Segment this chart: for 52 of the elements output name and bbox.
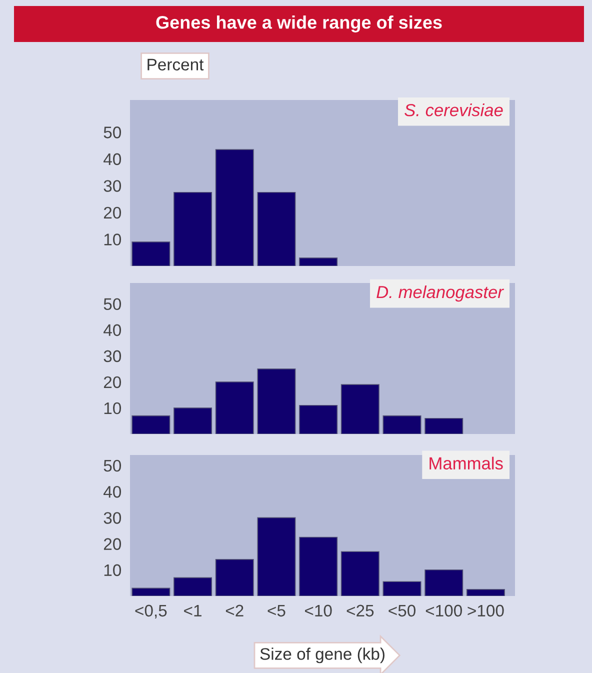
y-axis-title: Percent <box>148 58 204 70</box>
y-tick-label: 10 <box>104 234 122 246</box>
bar <box>299 536 338 596</box>
bar <box>215 559 254 596</box>
bar <box>132 415 170 434</box>
bar <box>299 404 338 434</box>
bar <box>174 192 212 266</box>
bar <box>132 588 170 596</box>
x-tick-label: <50 <box>388 604 416 617</box>
y-tick-label: 20 <box>104 206 122 219</box>
y-tick-label: 30 <box>104 180 122 192</box>
y-tick-label: 20 <box>104 376 122 388</box>
chart-subtitle: S. cerevisiae <box>404 104 503 116</box>
bar <box>174 577 212 596</box>
bar <box>257 368 296 434</box>
bar <box>257 517 296 596</box>
bar <box>340 551 380 596</box>
x-tick-label: <0,5 <box>135 604 167 619</box>
bar <box>257 192 296 266</box>
y-tick-label: 40 <box>104 153 122 166</box>
x-tick-label: <2 <box>226 604 244 616</box>
chart-subtitle: Mammals <box>430 456 503 470</box>
y-tick-label: 10 <box>104 564 122 576</box>
y-tick-label: 20 <box>104 538 122 550</box>
x-tick-label: <10 <box>305 604 332 617</box>
y-tick-label: 50 <box>104 460 122 472</box>
x-tick-label: <25 <box>346 604 374 617</box>
x-tick-label: <5 <box>268 604 286 617</box>
x-tick-label: <1 <box>184 604 202 616</box>
y-tick-label: 50 <box>104 298 122 310</box>
y-tick-label: 40 <box>104 324 122 336</box>
x-tick-label: >100 <box>468 604 504 617</box>
bar <box>382 581 422 596</box>
chart-subtitle: D. melanogaster <box>376 285 504 302</box>
bar <box>382 415 422 434</box>
bar <box>466 589 505 596</box>
bar <box>215 149 254 266</box>
x-axis-title: Size of gene (kb) <box>260 648 384 664</box>
x-tick-label: <100 <box>426 604 462 617</box>
bar <box>132 241 170 266</box>
chart-title: Genes have a wide range of sizes <box>156 16 442 32</box>
y-tick-label: 10 <box>104 402 122 414</box>
y-tick-label: 40 <box>104 486 122 498</box>
bar <box>340 384 380 434</box>
bar <box>424 418 464 434</box>
y-tick-label: 30 <box>104 350 122 362</box>
bar <box>215 382 254 434</box>
y-tick-label: 50 <box>104 126 122 138</box>
y-tick-label: 30 <box>104 512 122 524</box>
bar <box>424 569 464 596</box>
bar <box>299 258 338 266</box>
bar <box>174 408 212 434</box>
